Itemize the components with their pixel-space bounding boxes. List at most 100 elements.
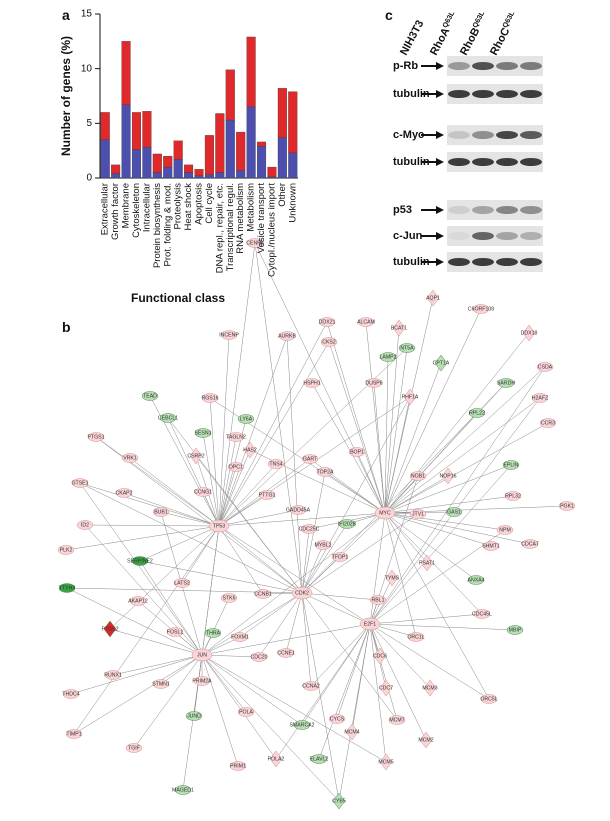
- edge: [218, 494, 268, 527]
- blot-band: [520, 62, 542, 70]
- node-label: CPT1A: [433, 360, 450, 366]
- network-node: [480, 694, 498, 704]
- edge: [193, 525, 220, 717]
- column-name: NIH3T3: [398, 18, 426, 57]
- bar-segment: [267, 176, 277, 179]
- node-label: CYB5: [332, 798, 346, 804]
- x-tick-label: Unknown: [287, 183, 298, 223]
- network-node: [504, 491, 522, 501]
- blot-band: [472, 206, 494, 214]
- network-node: [379, 753, 393, 771]
- node-label: MCM3: [422, 685, 437, 691]
- node-label: HAS2: [243, 447, 257, 453]
- node-label: PGK1: [560, 503, 574, 509]
- bar-segment: [142, 147, 152, 179]
- edge: [369, 366, 546, 625]
- bar-segment: [277, 88, 287, 138]
- edge: [218, 512, 386, 527]
- edge: [201, 654, 277, 760]
- blot-band: [448, 62, 470, 70]
- edge: [384, 475, 419, 514]
- edge: [369, 623, 387, 763]
- network-node: [237, 707, 255, 717]
- node-label: GAS1: [447, 509, 461, 515]
- node-label: JTV1: [412, 511, 424, 517]
- network-node: [409, 509, 427, 519]
- node-label: LATS2: [174, 580, 190, 586]
- bar-segment: [152, 172, 162, 179]
- node-label: MYBL2: [314, 542, 331, 548]
- edge: [384, 397, 541, 514]
- blot-band: [496, 90, 518, 98]
- edge: [109, 628, 203, 656]
- edge: [369, 512, 386, 625]
- edge: [258, 592, 303, 658]
- blot-strip: [447, 226, 543, 246]
- network-node: [103, 620, 117, 638]
- edge: [384, 512, 428, 564]
- node-label: SHMT1: [482, 543, 500, 549]
- column-name: RhoB: [458, 26, 482, 58]
- network-node: [193, 676, 211, 686]
- network-node: [194, 487, 212, 497]
- node-label: CDK2: [295, 590, 309, 596]
- bar-segment: [111, 164, 121, 174]
- network-node: [468, 408, 486, 418]
- network-node: [269, 750, 283, 768]
- network-node: [189, 447, 203, 465]
- node-label: TGIF: [128, 745, 140, 751]
- node-label: PLK2: [60, 547, 73, 553]
- node-label: PTGS1: [87, 434, 104, 440]
- node-label: THRA: [206, 630, 221, 636]
- arrow-head: [436, 232, 444, 240]
- edge: [328, 341, 386, 514]
- network-node: [152, 679, 170, 689]
- blot-band: [472, 90, 494, 98]
- network-node: [314, 540, 332, 550]
- x-tick-label: Heat shock: [183, 183, 194, 231]
- blot-band: [496, 131, 518, 139]
- node-label: TNS4: [269, 461, 282, 467]
- x-tick-label: Growth factor: [110, 183, 121, 240]
- y-tick-label: 0: [86, 173, 92, 184]
- edge: [133, 654, 203, 749]
- bar-segment: [256, 141, 267, 147]
- network-node: [398, 343, 416, 353]
- edge: [301, 528, 310, 594]
- node-label: EPLIN: [504, 462, 519, 468]
- x-tick-label: Extracellular: [100, 183, 111, 235]
- network-node: [62, 689, 80, 699]
- edge: [218, 525, 371, 625]
- blot-band: [496, 62, 518, 70]
- node-label: ELAVL2: [310, 756, 329, 762]
- edge: [301, 592, 312, 687]
- edge: [384, 347, 408, 514]
- node-label: SARDH: [497, 380, 515, 386]
- node-label: DUSP6: [365, 380, 382, 386]
- bar-segment: [236, 131, 246, 171]
- edge: [324, 471, 386, 514]
- edge: [309, 458, 386, 514]
- network-node: [289, 505, 307, 515]
- edge: [311, 382, 386, 514]
- network-edges: [65, 242, 568, 802]
- network-node: [173, 578, 191, 588]
- node-label: NT5A: [400, 345, 414, 351]
- network-node: [522, 324, 536, 342]
- blot-band: [520, 206, 542, 214]
- node-label: AKAP12: [128, 598, 148, 604]
- edge: [84, 524, 220, 527]
- row-label: tubulin: [393, 88, 430, 100]
- edge: [384, 396, 411, 514]
- edge: [384, 495, 514, 514]
- node-label: VRK1: [123, 455, 137, 461]
- edge: [181, 525, 220, 584]
- network-node: [227, 432, 245, 442]
- node-label: LAMP2: [379, 354, 396, 360]
- edge: [286, 335, 303, 594]
- row-label: tubulin: [393, 256, 430, 268]
- x-axis-title: Functional class: [131, 291, 225, 305]
- blot-strip: [447, 200, 543, 220]
- bar-segment: [121, 104, 131, 179]
- x-tick-label: Cell cycle: [204, 183, 215, 224]
